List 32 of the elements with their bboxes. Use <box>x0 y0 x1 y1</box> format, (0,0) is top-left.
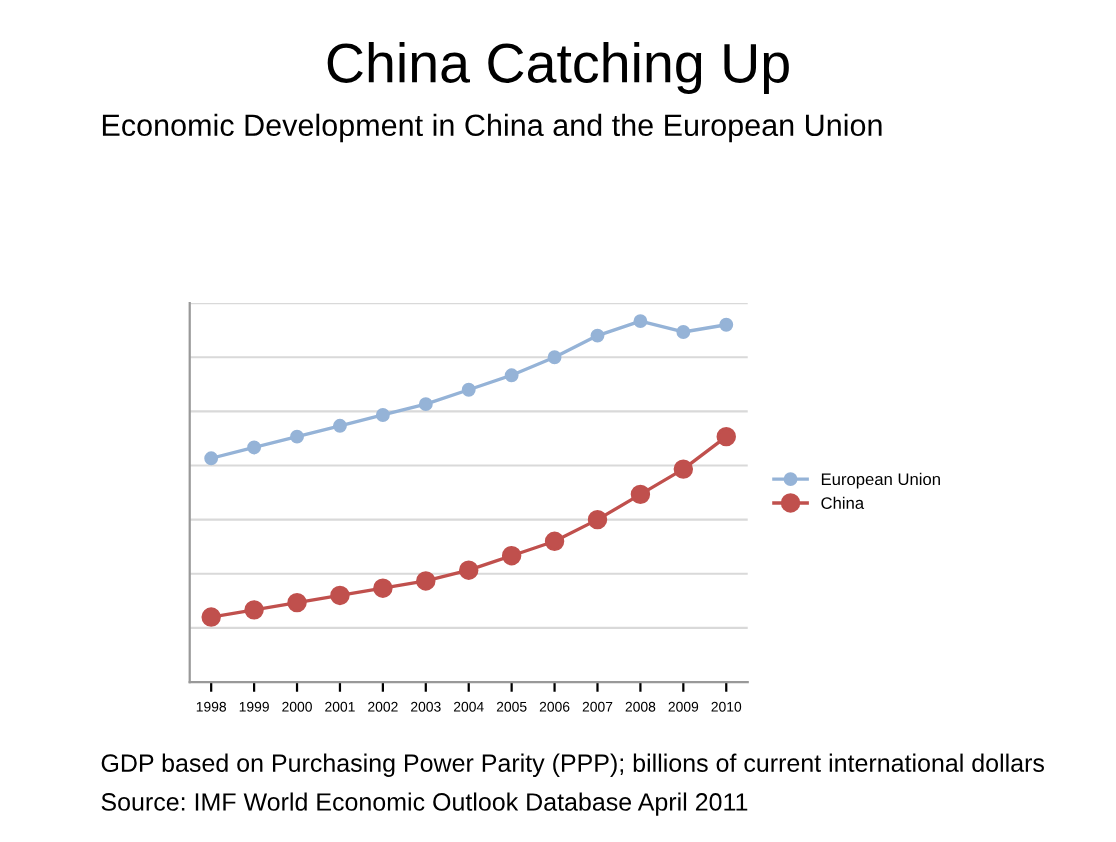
text: GDP based on Purchasing Power Parity (PPP); billions of current international dollars <box>101 753 1044 777</box>
legend-label: China <box>821 496 865 509</box>
point <box>630 484 651 505</box>
point <box>333 418 347 433</box>
chart-title: China Catching Up <box>327 42 789 94</box>
point <box>373 578 393 598</box>
point <box>201 607 221 627</box>
point <box>290 429 304 444</box>
point <box>416 571 436 591</box>
legend-label: European Union <box>821 472 940 489</box>
point <box>716 426 736 447</box>
point <box>287 592 307 613</box>
point <box>418 397 433 412</box>
point <box>676 325 691 339</box>
point <box>204 451 219 466</box>
point <box>247 440 262 455</box>
point <box>459 560 479 580</box>
point <box>501 546 522 566</box>
source-note: Source: IMF World Economic Outlook Database April 2011 <box>101 792 748 816</box>
point <box>633 314 648 329</box>
point <box>504 368 519 383</box>
point <box>461 382 476 397</box>
point <box>547 350 562 365</box>
point <box>673 459 694 479</box>
point <box>587 509 608 530</box>
point <box>590 328 605 343</box>
point <box>244 600 264 620</box>
point <box>330 585 350 606</box>
chart-subtitle: Economic Development in China and the European Union <box>102 113 882 143</box>
point <box>544 531 565 552</box>
point <box>375 408 390 422</box>
point <box>719 317 734 332</box>
